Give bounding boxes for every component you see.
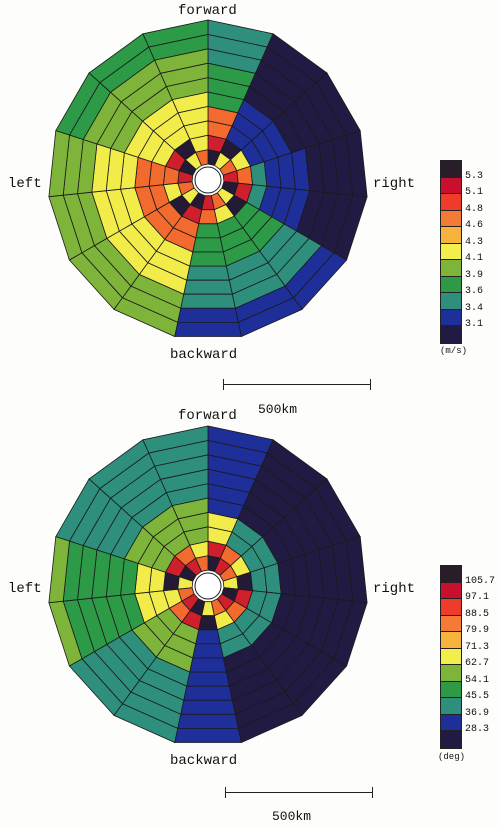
left-label: left (8, 176, 42, 192)
scale-label: 500km (272, 809, 312, 824)
colorbar-swatch (441, 309, 461, 326)
colorbar-tick-label: 4.8 (465, 203, 484, 215)
colorbar-swatch (441, 665, 461, 682)
colorbar-swatch (441, 698, 461, 715)
colorbar-tick-label: 54.1 (465, 674, 490, 686)
direction-colorbar (440, 565, 462, 749)
grid-cell (183, 685, 233, 701)
colorbar-tick-label: 3.1 (465, 319, 484, 330)
wind-speed-panel: forward backward left right (m/s) 500km … (0, 0, 500, 417)
colorbar-tick-label: 4.3 (465, 236, 484, 248)
grid-cell (142, 19, 209, 48)
colorbar-swatch (441, 194, 461, 211)
grid-cell (195, 629, 221, 645)
colorbar-swatch (441, 227, 461, 244)
colorbar-swatch (441, 243, 461, 260)
backward-label: backward (170, 347, 238, 363)
colorbar-swatch (441, 276, 461, 293)
colorbar-swatch (441, 161, 461, 178)
left-label: left (8, 581, 42, 597)
backward-label: backward (170, 753, 238, 769)
colorbar-swatch (441, 681, 461, 698)
grid-cell (174, 321, 242, 337)
forward-label: forward (178, 408, 237, 424)
colorbar-tick-label: 71.3 (465, 641, 490, 653)
direction-unit: (deg) (438, 752, 466, 762)
grid-cell (186, 265, 230, 281)
colorbar-tick-label: 88.5 (465, 608, 490, 620)
colorbar-tick-label: 105.7 (465, 575, 496, 587)
right-label: right (373, 581, 416, 597)
colorbar-tick-label: 4.6 (465, 220, 484, 231)
grid-cell (177, 713, 239, 729)
wind-speed-polar-grid (48, 19, 368, 338)
grid-cell (192, 237, 224, 253)
grid-cell (180, 699, 236, 715)
grid-cell (174, 727, 242, 743)
colorbar-tick-label: 62.7 (465, 658, 490, 669)
scale-bar (225, 787, 373, 803)
center-hole (194, 572, 222, 600)
grid-cell (195, 223, 221, 239)
wind-speed-colorbar (440, 160, 462, 344)
scale-bar (223, 379, 371, 395)
colorbar-swatch (441, 177, 461, 194)
grid-cell (192, 643, 224, 659)
direction-panel: forward backward left right (deg) 500km … (0, 408, 500, 826)
right-label: right (373, 176, 416, 192)
forward-label: forward (178, 3, 237, 19)
colorbar-tick-label: 28.3 (465, 724, 490, 735)
scale-label: 500km (258, 402, 298, 417)
colorbar-swatch (441, 326, 461, 343)
grid-cell (177, 307, 239, 323)
center-hole (194, 166, 222, 194)
wind-speed-unit: (m/s) (440, 346, 468, 356)
colorbar-tick-label: 79.9 (465, 625, 490, 636)
colorbar-tick-label: 3.9 (465, 269, 484, 281)
colorbar-swatch (441, 648, 461, 665)
colorbar-tick-label: 36.9 (465, 707, 490, 719)
colorbar-swatch (441, 260, 461, 277)
colorbar-swatch (441, 599, 461, 616)
colorbar-tick-label: 4.1 (465, 253, 484, 264)
colorbar-tick-label: 45.5 (465, 691, 490, 702)
colorbar-tick-label: 3.6 (465, 286, 484, 297)
grid-cell (186, 671, 230, 687)
grid-cell (189, 657, 227, 673)
colorbar-tick-label: 5.1 (465, 187, 484, 198)
colorbar-swatch (441, 714, 461, 731)
colorbar-tick-label: 3.4 (465, 302, 484, 314)
colorbar-tick-label: 97.1 (465, 592, 490, 603)
direction-polar-grid (48, 425, 368, 744)
grid-cell (180, 293, 236, 309)
colorbar-swatch (441, 731, 461, 748)
colorbar-swatch (441, 210, 461, 227)
colorbar-swatch (441, 615, 461, 632)
grid-cell (189, 251, 227, 267)
colorbar-swatch (441, 582, 461, 599)
grid-cell (183, 279, 233, 295)
colorbar-swatch (441, 566, 461, 583)
colorbar-swatch (441, 632, 461, 649)
colorbar-tick-label: 5.3 (465, 170, 484, 182)
grid-cell (142, 425, 209, 454)
colorbar-swatch (441, 293, 461, 310)
